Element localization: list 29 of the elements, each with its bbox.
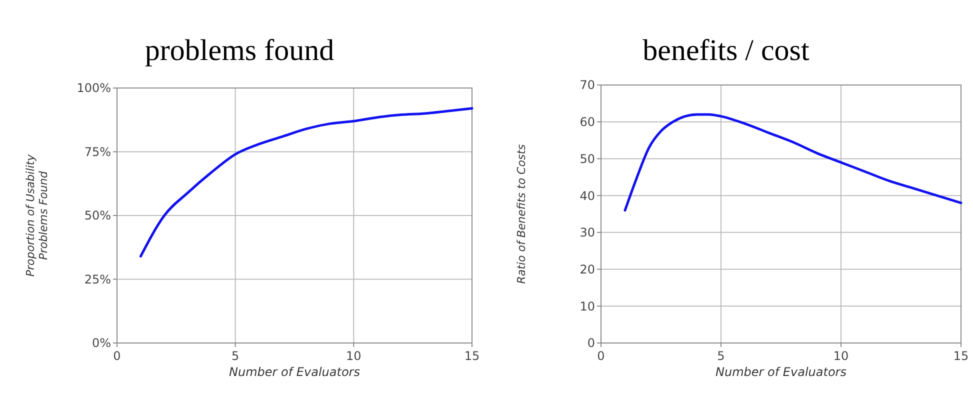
x-tick-label: 5 [717,349,725,363]
line-series [139,107,474,258]
y-tick-label: 0 [587,336,595,350]
chart-title: problems found [144,34,334,67]
x-axis-title: Number of Evaluators [229,365,360,379]
y-tick-label: 25% [84,272,111,286]
x-tick-label: 15 [464,349,480,363]
y-tick-label: 75% [84,144,111,159]
x-tick-label: 5 [232,349,240,363]
x-tick-label: 15 [953,349,969,363]
y-tick-label: 100% [76,81,111,96]
y-tick-label: 0% [92,336,111,350]
line-series [624,113,962,212]
x-tick-label: 0 [113,349,121,363]
y-tick-label: 10 [580,299,595,314]
y-tick-label: 60 [580,115,595,130]
y-tick-label: 20 [580,262,595,276]
y-tick-label: 70 [580,78,595,92]
x-tick-label: 0 [597,349,605,363]
x-axis-title: Number of Evaluators [716,365,846,379]
y-tick-label: 50 [580,152,595,166]
chart-title: benefits / cost [642,34,810,67]
y-tick-label: 30 [580,226,595,240]
y-tick-label: 50% [84,208,111,223]
y-axis-title: Ratio of Benefits to Costs [514,144,528,284]
x-tick-label: 10 [346,349,362,363]
y-tick-label: 40 [580,188,595,203]
x-tick-label: 10 [833,349,849,363]
y-axis-title: Proportion of Usability Problems Found [24,153,50,279]
